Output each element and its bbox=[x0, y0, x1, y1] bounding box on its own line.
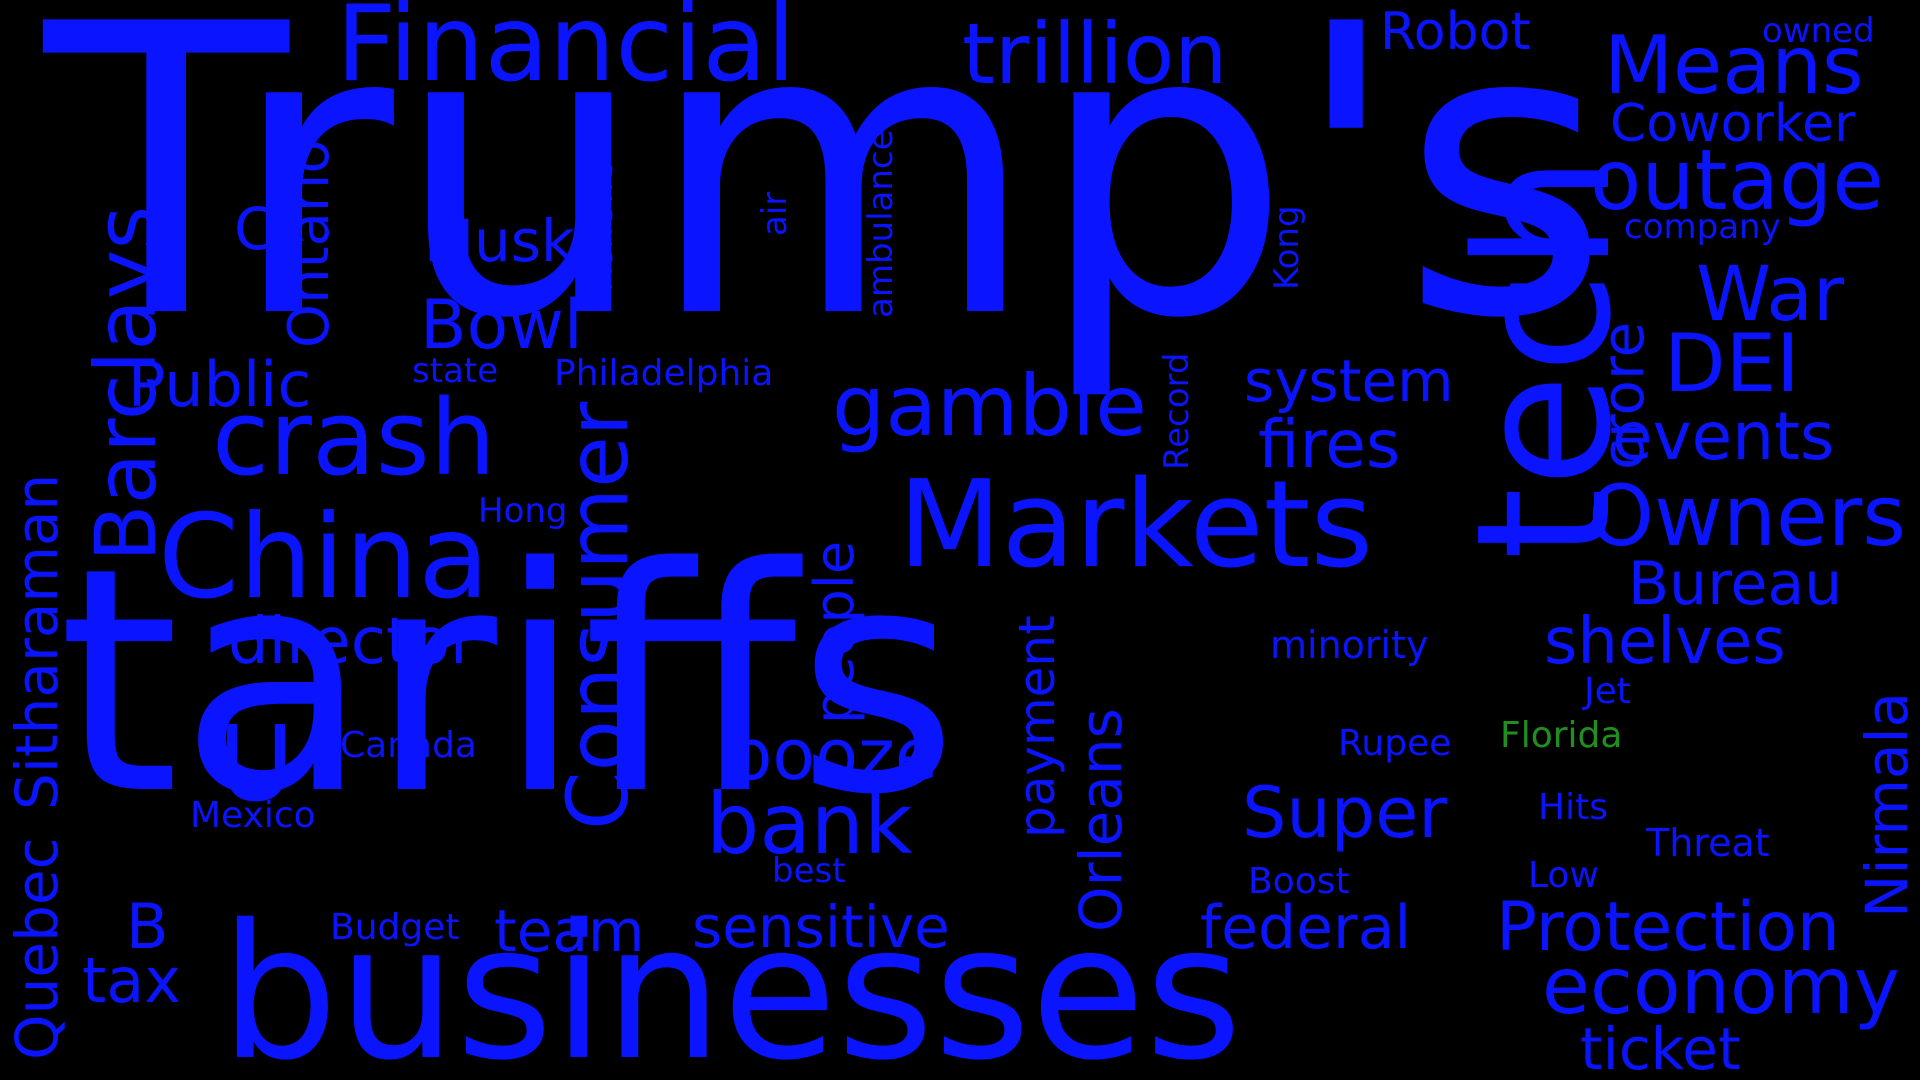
word-events: events bbox=[1612, 398, 1835, 475]
word-gamble: gamble bbox=[832, 357, 1147, 455]
word-robot: Robot bbox=[1380, 2, 1531, 62]
word-shelves: shelves bbox=[1544, 605, 1786, 679]
word-musk: Musk bbox=[424, 207, 575, 275]
word-low: Low bbox=[1528, 855, 1599, 896]
word-jet: Jet bbox=[1584, 671, 1631, 712]
word-ticket: ticket bbox=[1580, 1015, 1741, 1080]
word-owners: Owners bbox=[1588, 467, 1907, 565]
word-team: team bbox=[494, 897, 645, 965]
word-quebec: Quebec bbox=[3, 837, 71, 1060]
word-philadelphia: Philadelphia bbox=[554, 353, 774, 394]
word-boost: Boost bbox=[1248, 861, 1350, 902]
word-public: Public bbox=[128, 348, 312, 421]
word-record: Record bbox=[1157, 352, 1197, 470]
word-booze: booze bbox=[728, 714, 938, 796]
word-super: Super bbox=[1242, 772, 1448, 854]
word-dei: DEI bbox=[1664, 317, 1800, 410]
word-company: company bbox=[1624, 207, 1781, 247]
word-sensitive: sensitive bbox=[692, 893, 950, 961]
word-hong: Hong bbox=[478, 491, 568, 531]
word-minority: minority bbox=[1270, 623, 1429, 667]
word-best: best bbox=[772, 851, 846, 891]
word-bureau: Bureau bbox=[1628, 549, 1843, 619]
word-crash: crash bbox=[212, 377, 496, 499]
word-consumer: Consumer bbox=[549, 401, 647, 830]
word-means: Means bbox=[1604, 19, 1864, 112]
word-tariffs: tariffs bbox=[58, 502, 959, 863]
word-war: War bbox=[1696, 249, 1845, 338]
word-threat: Threat bbox=[1646, 821, 1770, 865]
word-trillion: trillion bbox=[962, 5, 1228, 103]
word-tax: tax bbox=[82, 944, 181, 1017]
word-mexico: Mexico bbox=[190, 795, 316, 836]
word-outage: outage bbox=[1590, 131, 1885, 229]
word-crore: crore bbox=[1589, 321, 1657, 470]
word-ontario: Ontario bbox=[277, 139, 342, 348]
word-florida: Florida bbox=[1500, 715, 1623, 756]
word-state: state bbox=[412, 351, 499, 391]
word-financial: Financial bbox=[336, 0, 796, 105]
word-ambulance: ambulance bbox=[861, 129, 901, 318]
word-economy: economy bbox=[1542, 942, 1900, 1032]
word-kong: Kong bbox=[1267, 205, 1307, 290]
word-orleans: Orleans bbox=[1067, 708, 1135, 932]
word-coworker: Coworker bbox=[1610, 94, 1856, 154]
word-fires: fires bbox=[1258, 406, 1401, 483]
word-payment: payment bbox=[1008, 615, 1066, 838]
word-system: system bbox=[1244, 347, 1454, 415]
word-china: China bbox=[158, 490, 490, 625]
word-director: director bbox=[228, 605, 477, 679]
word-rupee: Rupee bbox=[1338, 723, 1452, 764]
word-bank: bank bbox=[706, 775, 913, 873]
word-protection: Protection bbox=[1496, 888, 1841, 967]
word-trumps: Trump's bbox=[44, 0, 1610, 406]
word-federal: federal bbox=[1200, 893, 1412, 963]
word-people: people bbox=[803, 540, 866, 724]
word-sitharaman: Sitharaman bbox=[3, 473, 71, 810]
word-air: air bbox=[755, 191, 795, 236]
word-bowl: Bowl bbox=[420, 286, 583, 365]
word-renews: Renews bbox=[581, 160, 621, 292]
word-budget: Budget bbox=[330, 907, 460, 948]
word-hits: Hits bbox=[1538, 787, 1608, 828]
word-c: C bbox=[234, 195, 275, 263]
word-owned: owned bbox=[1762, 11, 1875, 51]
word-nirmala: Nirmala bbox=[1853, 691, 1920, 918]
word-b: B bbox=[126, 890, 169, 963]
word-markets: Markets bbox=[898, 456, 1374, 595]
word-businesses: businesses bbox=[220, 884, 1243, 1080]
word-canada: Canada bbox=[340, 725, 477, 766]
word-u: U bbox=[218, 703, 295, 825]
